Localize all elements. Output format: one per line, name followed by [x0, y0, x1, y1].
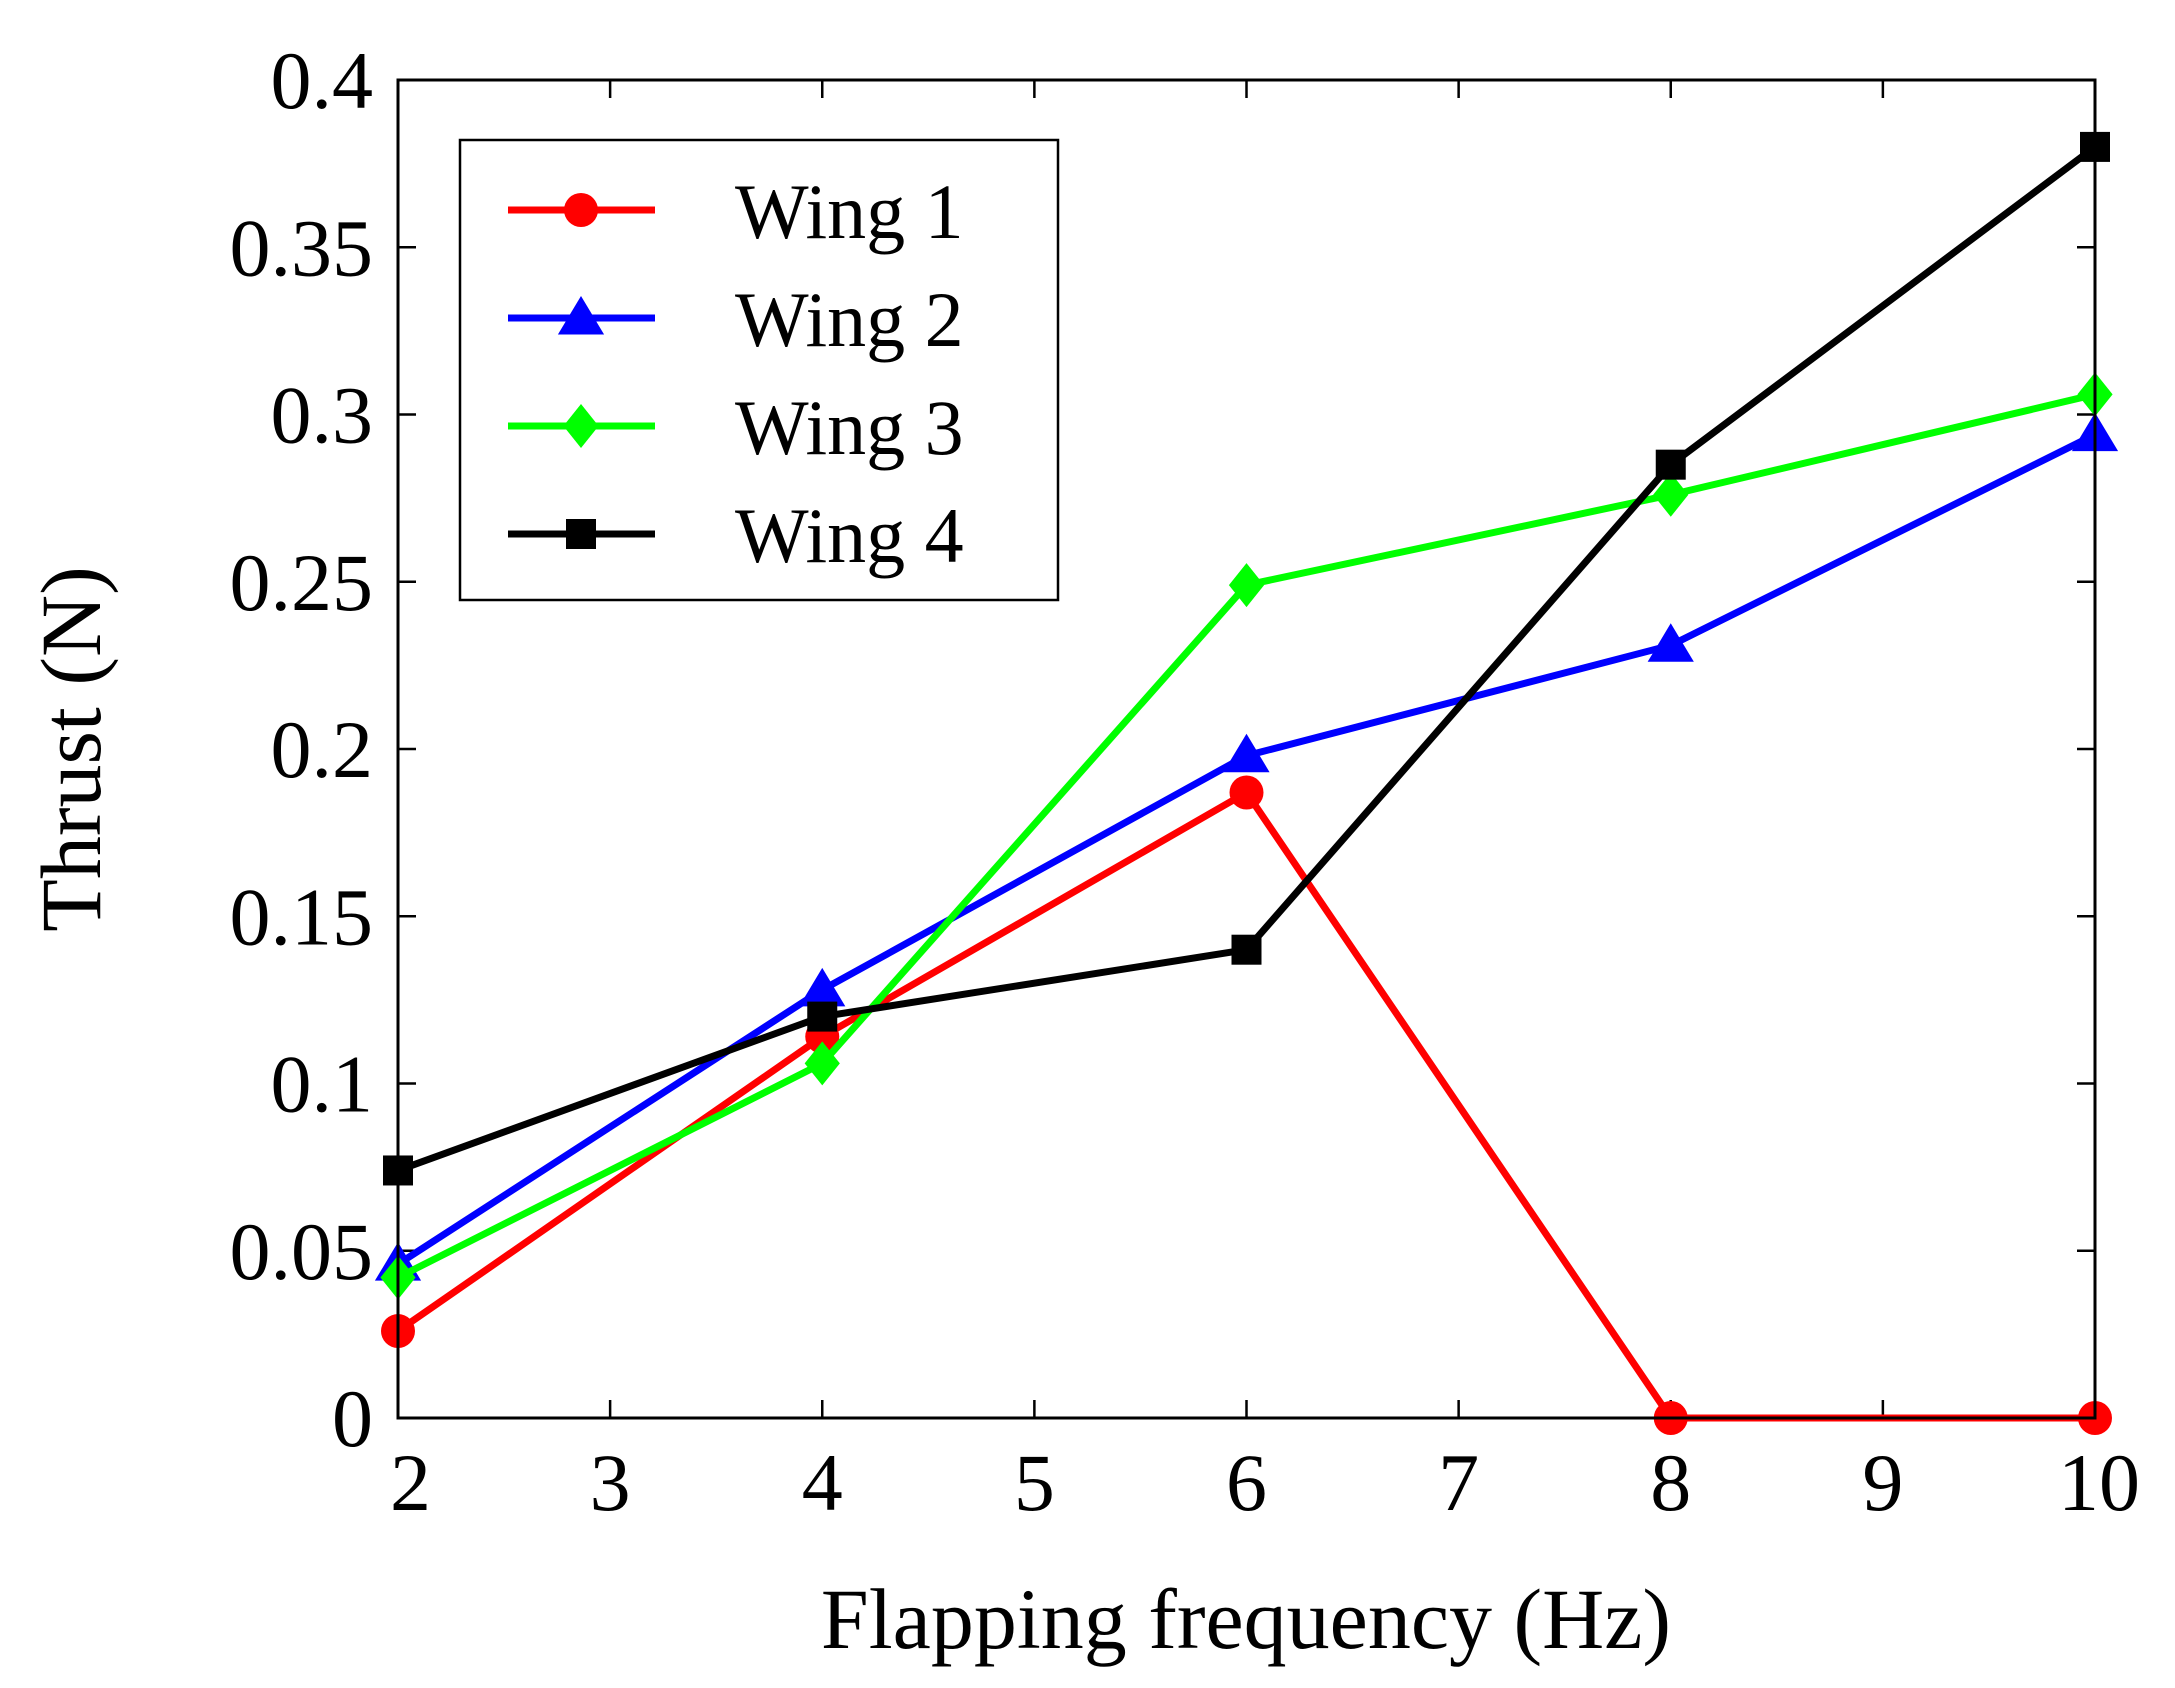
- y-tick-label: 0.05: [230, 1206, 374, 1297]
- legend-entry-1-marker: [564, 193, 598, 227]
- y-axis-title: Thrust (N): [23, 566, 119, 931]
- series-1-point: [1229, 775, 1264, 810]
- series-2-point: [799, 967, 846, 1007]
- y-tick-label: 0.35: [230, 202, 374, 293]
- series-4-point: [1231, 934, 1262, 965]
- legend-entry-2-marker: [557, 296, 605, 335]
- legend-entry-4-label: Wing 4: [735, 492, 964, 579]
- x-tick-label: 8: [1650, 1437, 1691, 1528]
- legend-entry-3-marker: [563, 404, 599, 448]
- y-tick-label: 0.4: [271, 35, 374, 126]
- series-2-point: [1223, 733, 1270, 773]
- series-4-point: [1655, 449, 1686, 480]
- y-tick-label: 0.1: [271, 1039, 374, 1130]
- y-tick-label: 0.25: [230, 537, 374, 628]
- x-axis-title: Flapping frequency (Hz): [821, 1571, 1671, 1667]
- x-tick-label: 3: [590, 1437, 631, 1528]
- y-tick-label: 0.2: [271, 704, 374, 795]
- series-1-line: [396, 788, 2095, 1422]
- x-tick-label: 6: [1226, 1437, 1267, 1528]
- x-tick-label: 10: [2058, 1437, 2140, 1528]
- y-tick-label: 0.15: [230, 871, 374, 962]
- x-tick-label: 4: [802, 1437, 843, 1528]
- x-tick-label: 5: [1014, 1437, 1055, 1528]
- y-tick-label: 0: [332, 1373, 373, 1464]
- series-3-point: [1653, 472, 1689, 517]
- y-tick-label: 0.3: [271, 370, 374, 461]
- legend-entry-4-marker: [566, 519, 596, 549]
- series-3-point: [1228, 563, 1265, 608]
- x-tick-label: 2: [390, 1437, 431, 1528]
- legend-box: [458, 138, 1060, 602]
- plot-area-frame: [396, 78, 2097, 1420]
- x-tick-label: 7: [1438, 1437, 1479, 1528]
- series-3-point: [804, 1041, 840, 1086]
- series-4-point: [807, 1001, 838, 1032]
- x-tick-label: 9: [1862, 1437, 1903, 1528]
- series-2-point: [1647, 623, 1694, 662]
- legend-entry-2-label: Wing 2: [735, 276, 964, 363]
- legend: Wing 1 Wing 2 Wing 3 Wing 4: [458, 138, 1060, 602]
- legend-entry-1-label: Wing 1: [735, 168, 964, 255]
- axis-layer: 2 3 4 5 6 7 8 9 10 0 0.05 0.1 0.15 0.2 0.25 0.3 0.35 0.4: [230, 35, 2141, 1528]
- legend-entry-3-label: Wing 3: [735, 384, 964, 471]
